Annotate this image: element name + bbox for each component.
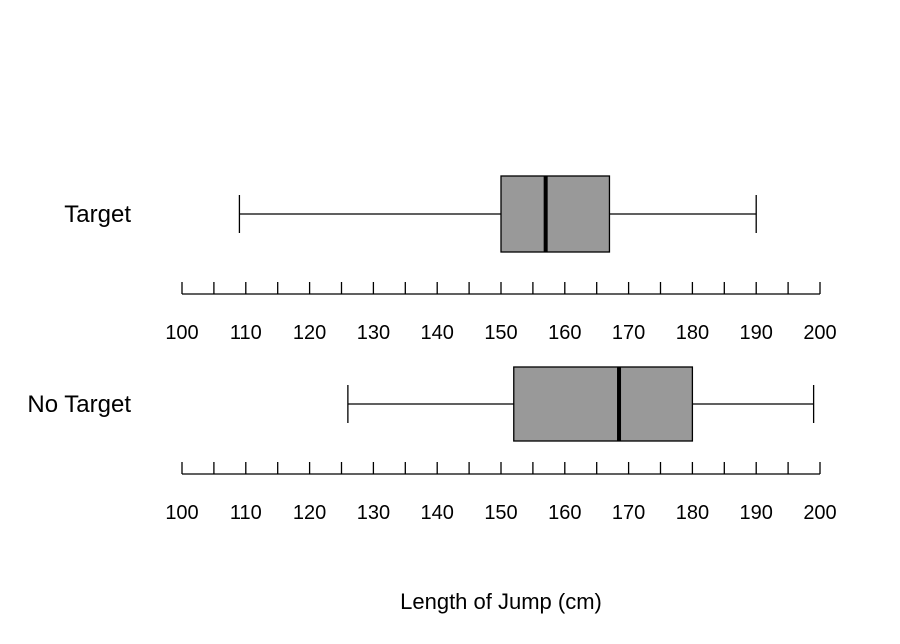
axis-no-target-tick-label-100: 100: [165, 502, 198, 524]
x-axis-label: Length of Jump (cm): [400, 589, 602, 614]
box-target: [500, 175, 611, 253]
axis-target-tick-label-200: 200: [803, 322, 836, 344]
axis-target-tick-label-190: 190: [740, 322, 773, 344]
axis-no-target-tick-label-190: 190: [740, 502, 773, 524]
axis-target-tick-label-110: 110: [230, 322, 262, 344]
axis-target-tick-label-100: 100: [165, 322, 198, 344]
axis-no-target-tick-label-200: 200: [803, 502, 836, 524]
axis-no-target-tick-label-170: 170: [612, 502, 645, 524]
axis-no-target-tick-label-150: 150: [484, 502, 517, 524]
axis-target-tick-label-140: 140: [421, 322, 454, 344]
axis-no-target-tick-label-140: 140: [421, 502, 454, 524]
axis-target-tick-label-120: 120: [293, 322, 326, 344]
axis-no-target-tick-label-120: 120: [293, 502, 326, 524]
group-label-no-target: No Target: [27, 391, 131, 418]
axis-no-target-tick-label-180: 180: [676, 502, 709, 524]
axis-no-target-tick-label-130: 130: [357, 502, 390, 524]
axis-target-tick-label-150: 150: [484, 322, 517, 344]
axis-target-tick-label-170: 170: [612, 322, 645, 344]
axis-no-target-tick-label-160: 160: [548, 502, 581, 524]
axis-target-tick-label-180: 180: [676, 322, 709, 344]
axis-target-tick-label-130: 130: [357, 322, 390, 344]
box-no-target: [513, 366, 694, 442]
axis-no-target-tick-label-110: 110: [230, 502, 262, 524]
group-label-target: Target: [64, 201, 131, 228]
axis-target-tick-label-160: 160: [548, 322, 581, 344]
